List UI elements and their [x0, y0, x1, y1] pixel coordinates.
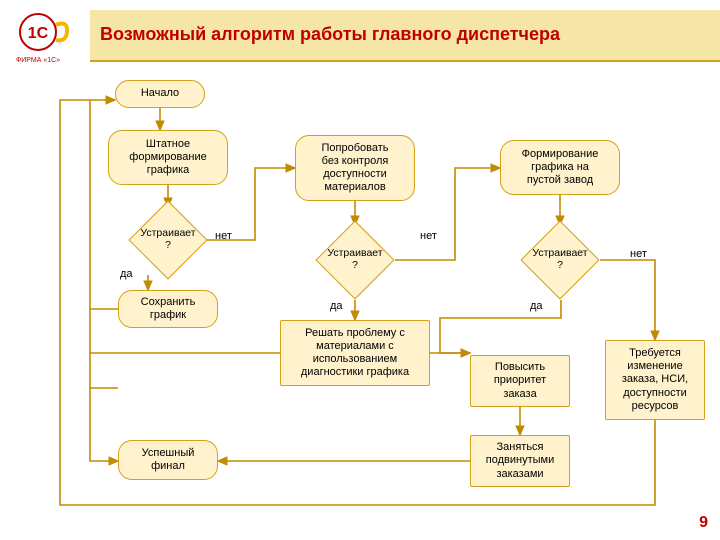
svg-text:1С: 1С	[28, 25, 49, 42]
node-tryNoCtrl: Попробоватьбез контролядоступностиматери…	[295, 135, 415, 201]
node-standard: Штатноеформированиеграфика	[108, 130, 228, 185]
brand-logo: 1С ФИРМА «1С»	[10, 10, 80, 70]
slide-header: Возможный алгоритм работы главного диспе…	[90, 10, 720, 62]
edge-label-yes1: да	[120, 268, 133, 280]
node-moved: Занятьсяподвинутымизаказами	[470, 435, 570, 487]
node-formEmpty: Формированиеграфика напустой завод	[500, 140, 620, 195]
edge-label-yes3: да	[530, 300, 543, 312]
edge-label-no2: нет	[420, 230, 437, 242]
edge-label-no3: нет	[630, 248, 647, 260]
page-number: 9	[699, 514, 708, 532]
node-raise: Повыситьприоритетзаказа	[470, 355, 570, 407]
slide-title: Возможный алгоритм работы главного диспе…	[100, 24, 560, 46]
node-save: Сохранитьграфик	[118, 290, 218, 328]
edge-label-no1: нет	[215, 230, 232, 242]
edge-label-yes2: да	[330, 300, 343, 312]
decision-q1: Устраивает ?	[140, 212, 196, 268]
decision-q2: Устраивает ?	[327, 232, 383, 288]
node-solve: Решать проблему сматериалами сиспользова…	[280, 320, 430, 386]
node-start: Начало	[115, 80, 205, 108]
node-change: Требуетсяизменениезаказа, НСИ,доступност…	[605, 340, 705, 420]
node-final: Успешныйфинал	[118, 440, 218, 480]
svg-text:ФИРМА «1С»: ФИРМА «1С»	[16, 57, 60, 64]
decision-q3: Устраивает ?	[532, 232, 588, 288]
